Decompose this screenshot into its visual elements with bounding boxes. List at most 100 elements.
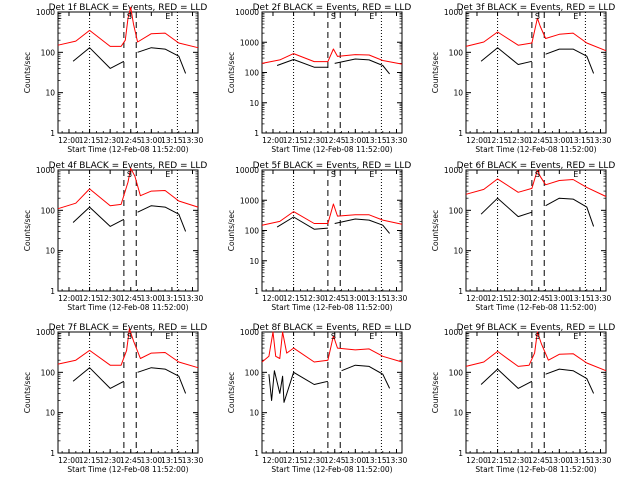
y-tick-label: 100 [449, 368, 464, 377]
series-events-line [72, 206, 125, 227]
series-events-line [545, 197, 595, 227]
x-tick-label: 12:30 [99, 456, 121, 465]
end-marker: E [369, 332, 374, 341]
panel-det-9: Det 9f BLACK = Events, RED = LLD12:0012:… [431, 323, 615, 474]
series-events-line [545, 368, 595, 394]
panel-title: Det 3f BLACK = Events, RED = LLD [457, 3, 616, 13]
x-tick-label: 13:30 [386, 456, 408, 465]
series-events-line [276, 216, 328, 230]
plot-frame [57, 169, 199, 292]
panel-title: Det 7f BLACK = Events, RED = LLD [49, 323, 208, 333]
start-marker: S [535, 332, 540, 341]
x-tick-label: 12:45 [120, 136, 142, 145]
y-tick-label: 1 [50, 449, 55, 458]
series-events-line [137, 367, 187, 394]
y-tick-label: 1 [458, 449, 463, 458]
end-marker: E [57, 12, 62, 21]
series-events-line [480, 197, 533, 218]
x-tick-label: 13:15 [161, 136, 183, 145]
x-tick-label: 13:30 [590, 456, 612, 465]
x-tick-label: 12:00 [58, 294, 80, 303]
y-tick-label: 1 [50, 129, 55, 138]
series-events-line [480, 47, 533, 65]
plot-frame [57, 331, 199, 454]
x-tick-label: 12:45 [528, 136, 550, 145]
x-tick-label: 12:30 [99, 136, 121, 145]
start-marker: S [127, 170, 132, 179]
y-tick-label: 10 [45, 89, 55, 98]
end-marker: E [165, 332, 170, 341]
y-tick-label: 100 [41, 206, 56, 215]
end-marker: E [465, 12, 470, 21]
x-tick-label: 12:15 [487, 294, 509, 303]
x-tick-label: 12:45 [324, 136, 346, 145]
panel-title: Det 2f BLACK = Events, RED = LLD [253, 3, 412, 13]
x-tick-label: 13:30 [386, 294, 408, 303]
x-tick-label: 13:30 [386, 136, 408, 145]
y-tick-label: 1000 [444, 328, 463, 337]
series-lld-line [465, 17, 607, 52]
x-tick-label: 13:00 [549, 294, 571, 303]
y-tick-label: 1000 [36, 8, 55, 17]
x-axis-label: Start Time (12-Feb-08 11:52:00) [67, 145, 188, 154]
series-events-line [545, 48, 595, 74]
start-marker: S [331, 170, 336, 179]
start-marker: S [535, 12, 540, 21]
y-tick-label: 1000 [240, 328, 259, 337]
y-tick-label: 10 [453, 409, 463, 418]
y-tick-label: 1000 [36, 166, 55, 175]
x-tick-label: 12:30 [303, 136, 325, 145]
x-tick-label: 12:00 [58, 136, 80, 145]
x-axis-label: Start Time (12-Feb-08 11:52:00) [67, 303, 188, 312]
x-tick-label: 13:30 [182, 456, 204, 465]
series-lld-line [465, 169, 607, 197]
x-axis-label: Start Time (12-Feb-08 11:52:00) [67, 465, 188, 474]
panel-det-4: Det 4f BLACK = Events, RED = LLD 12:00 12:… [23, 161, 207, 312]
plot-frame [465, 11, 607, 134]
series-lld-line [261, 48, 403, 65]
y-axis-label: Counts/sec [227, 52, 236, 93]
series-events-line [137, 205, 187, 232]
x-tick-label: 12:00 [262, 456, 284, 465]
series-events-line [268, 370, 329, 403]
x-tick-label: 12:45 [120, 294, 142, 303]
start-marker: S [127, 12, 132, 21]
y-tick-label: 10 [249, 409, 259, 418]
y-tick-label: 10 [45, 247, 55, 256]
x-tick-label: 12:15 [283, 294, 305, 303]
x-tick-label: 12:00 [58, 456, 80, 465]
x-tick-label: 12:45 [324, 294, 346, 303]
x-tick-label: 12:45 [528, 294, 550, 303]
start-marker: S [331, 332, 336, 341]
panel-det-8: Det 8f BLACK = Events, RED = LLD12:0012:… [227, 323, 411, 474]
panel-title: Det 4f BLACK = Events, RED = LLD [49, 161, 208, 171]
x-axis-label: Start Time (12-Feb-08 11:52:00) [271, 145, 392, 154]
series-events-line [334, 218, 390, 234]
panel-det-5: Det 5f BLACK = Events, RED = LLD12:0012:… [227, 161, 411, 312]
x-tick-label: 12:45 [324, 456, 346, 465]
x-tick-label: 13:00 [345, 294, 367, 303]
series-events-line [137, 47, 187, 74]
panel-title: Det 1f BLACK = Events, RED = LLD [49, 3, 208, 13]
panel-det-6: Det 6f BLACK = Events, RED = LLD12:0012:… [431, 161, 615, 312]
plot-frame [465, 169, 607, 292]
x-tick-label: 13:00 [141, 456, 163, 465]
series-lld-line [57, 328, 199, 369]
x-axis-label: Start Time (12-Feb-08 11:52:00) [271, 465, 392, 474]
y-axis-label: Counts/sec [23, 372, 32, 413]
x-tick-label: 13:30 [590, 136, 612, 145]
panel-det-2: Det 2f BLACK = Events, RED = LLD12:0012:… [227, 3, 411, 154]
series-events-line [480, 368, 533, 389]
y-axis-label: Counts/sec [227, 372, 236, 413]
end-marker: E [573, 12, 578, 21]
panel-det-1: Det 1f BLACK = Events, RED = LLD 12:00 12:… [23, 3, 207, 154]
series-events-line [72, 47, 125, 69]
y-axis-label: Counts/sec [431, 52, 440, 93]
series-events-line [72, 367, 125, 389]
start-marker: S [331, 12, 336, 21]
x-tick-label: 12:15 [487, 456, 509, 465]
y-tick-label: 1 [458, 287, 463, 296]
series-lld-line [261, 331, 403, 363]
y-tick-label: 100 [245, 69, 260, 78]
x-tick-label: 13:30 [182, 136, 204, 145]
